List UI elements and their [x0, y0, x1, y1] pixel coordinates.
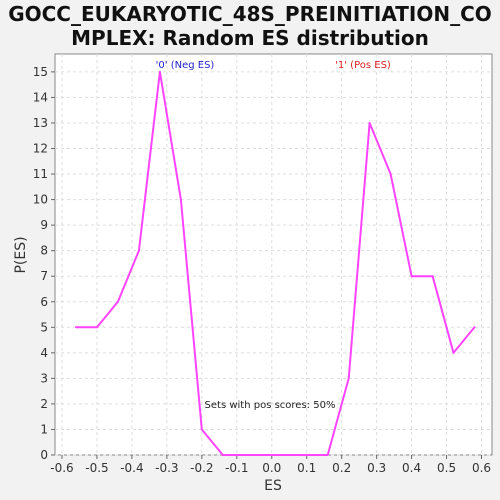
data-point [305, 454, 308, 456]
x-tick-label: 0.2 [332, 461, 351, 475]
y-tick-label: 7 [40, 269, 48, 283]
x-tick-label: -0.3 [155, 461, 178, 475]
x-tick-label: 0.4 [402, 461, 421, 475]
plot-area [54, 53, 493, 456]
y-tick-label: 0 [40, 448, 48, 462]
y-tick-label: 15 [33, 65, 48, 79]
pos-es-label: '1' (Pos ES) [335, 60, 391, 71]
y-tick-label: 6 [40, 295, 48, 309]
y-tick-label: 1 [40, 422, 48, 436]
y-tick-label: 9 [40, 218, 48, 232]
data-point [284, 454, 287, 456]
series-line [76, 70, 476, 456]
x-tick-label: -0.5 [85, 461, 108, 475]
data-point [473, 326, 476, 329]
x-axis-label: ES [264, 478, 282, 494]
data-point [431, 275, 434, 278]
y-tick-label: 8 [40, 244, 48, 258]
y-tick-label: 10 [33, 193, 48, 207]
x-tick-label: 0.5 [437, 461, 456, 475]
data-point [263, 454, 266, 456]
x-tick-label: -0.6 [50, 461, 73, 475]
y-tick-label: 14 [33, 90, 48, 104]
neg-es-label: '0' (Neg ES) [156, 60, 215, 71]
x-tick-label: -0.1 [225, 461, 248, 475]
y-tick-label: 5 [40, 320, 48, 334]
y-tick-label: 2 [40, 397, 48, 411]
x-tick-label: 0.0 [262, 461, 281, 475]
data-point [389, 173, 392, 176]
data-point [200, 428, 203, 431]
data-point [326, 454, 329, 456]
chart-title-line-2: MPLEX: Random ES distribution [71, 26, 429, 50]
x-tick-label: 0.3 [367, 461, 386, 475]
x-tick-label: 0.6 [472, 461, 491, 475]
data-point [95, 326, 98, 329]
y-axis-label: P(ES) [13, 236, 29, 273]
data-point [410, 275, 413, 278]
y-tick-label: 4 [40, 346, 48, 360]
data-point [179, 198, 182, 201]
chart-title-line-1: GOCC_EUKARYOTIC_48S_PREINITIATION_CO [8, 2, 492, 26]
data-point [74, 326, 77, 329]
chart-title: GOCC_EUKARYOTIC_48S_PREINITIATION_CO MPL… [0, 2, 500, 50]
data-point [221, 454, 224, 456]
data-point [347, 377, 350, 380]
data-point [368, 121, 371, 124]
y-tick-label: 12 [33, 142, 48, 156]
series-group [74, 70, 476, 456]
grid-lines [55, 54, 492, 456]
data-point [137, 249, 140, 252]
data-point [242, 454, 245, 456]
x-tick-label: 0.1 [297, 461, 316, 475]
x-tick-label: -0.2 [190, 461, 213, 475]
y-tick-label: 3 [40, 371, 48, 385]
x-tick-label: -0.4 [120, 461, 143, 475]
data-point [116, 300, 119, 303]
data-point [158, 70, 161, 73]
y-tick-label: 11 [33, 167, 48, 181]
y-tick-label: 13 [33, 116, 48, 130]
data-point [452, 351, 455, 354]
pos-scores-annotation: Sets with pos scores: 50% [205, 400, 336, 411]
